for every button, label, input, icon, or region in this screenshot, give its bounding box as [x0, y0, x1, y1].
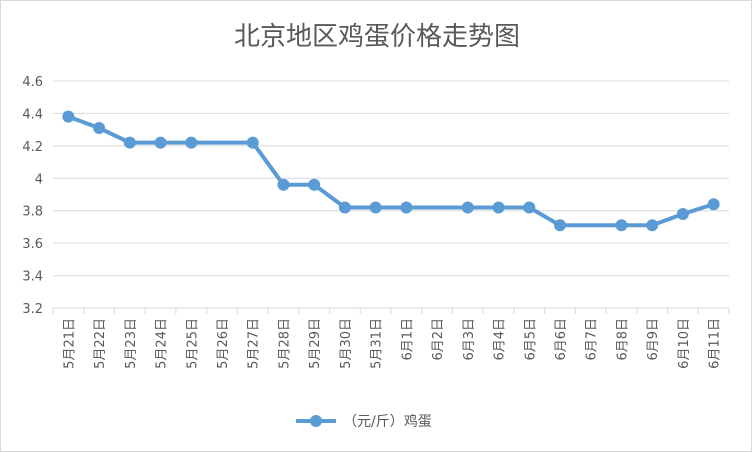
data-point — [461, 201, 474, 214]
data-point — [707, 198, 720, 211]
y-tick-label: 3.6 — [22, 237, 43, 252]
data-point — [554, 219, 566, 232]
x-tick-label: 5月24日 — [155, 318, 170, 369]
x-tick-label: 6月6日 — [554, 318, 569, 361]
x-tick-label: 5月27日 — [247, 318, 262, 369]
y-tick-label: 4.4 — [22, 107, 43, 122]
x-tick-label: 6月9日 — [646, 318, 661, 361]
x-tick-label: 5月25日 — [185, 318, 200, 369]
y-tick-label: 3.4 — [22, 270, 43, 285]
data-point — [646, 219, 659, 232]
data-point — [523, 201, 536, 214]
data-point — [338, 201, 351, 214]
series-line — [67, 114, 715, 228]
data-point — [62, 110, 75, 123]
x-tick-label: 6月8日 — [615, 318, 630, 361]
data-point — [615, 219, 628, 232]
legend-marker — [310, 415, 322, 427]
x-tick-label: 6月2日 — [431, 318, 446, 361]
data-point — [676, 207, 689, 220]
x-tick-label: 5月31日 — [370, 318, 385, 369]
data-point — [492, 201, 505, 214]
x-tick-label: 6月3日 — [462, 318, 477, 361]
x-tick-label: 6月5日 — [523, 318, 538, 361]
x-tick-label: 6月11日 — [708, 318, 723, 369]
x-tick-label: 6月4日 — [493, 318, 508, 361]
x-tick-label: 6月7日 — [585, 318, 600, 361]
series-layer — [62, 110, 720, 232]
x-tick-label: 6月10日 — [677, 318, 692, 369]
y-tick-label: 3.8 — [22, 205, 43, 220]
x-tick-label: 5月22日 — [93, 318, 108, 369]
data-point — [246, 136, 259, 149]
data-point — [185, 136, 198, 149]
y-tick-label: 3.2 — [22, 302, 43, 317]
y-axis-ticks: 3.2 3.4 3.6 3.8 4 4.2 4.4 4.6 — [22, 75, 43, 317]
data-point — [93, 122, 106, 135]
x-tick-label: 6月1日 — [400, 318, 415, 361]
y-tick-label: 4 — [35, 172, 43, 187]
x-tick-label: 5月23日 — [124, 318, 139, 369]
data-point — [400, 201, 413, 214]
data-point — [154, 136, 167, 149]
data-point — [308, 178, 321, 191]
data-point — [123, 136, 136, 149]
gridlines — [53, 80, 729, 309]
x-tick-label: 5月21日 — [62, 318, 77, 369]
x-tick-label: 5月28日 — [277, 318, 292, 369]
data-point — [369, 201, 382, 214]
chart-title: 北京地区鸡蛋价格走势图 — [234, 22, 520, 52]
y-tick-label: 4.2 — [22, 140, 43, 155]
x-tick-label: 5月26日 — [216, 318, 231, 369]
x-axis-ticks: 5月21日 5月22日 5月23日 5月24日 5月25日 5月26日 5月27日 5月28日… — [52, 308, 730, 369]
data-point — [277, 178, 290, 191]
x-tick-label: 5月30日 — [339, 318, 354, 369]
legend: （元/斤）鸡蛋 — [296, 413, 432, 430]
legend-label: （元/斤）鸡蛋 — [343, 413, 432, 430]
x-tick-label: 5月29日 — [308, 318, 323, 369]
y-tick-label: 4.6 — [22, 75, 43, 90]
